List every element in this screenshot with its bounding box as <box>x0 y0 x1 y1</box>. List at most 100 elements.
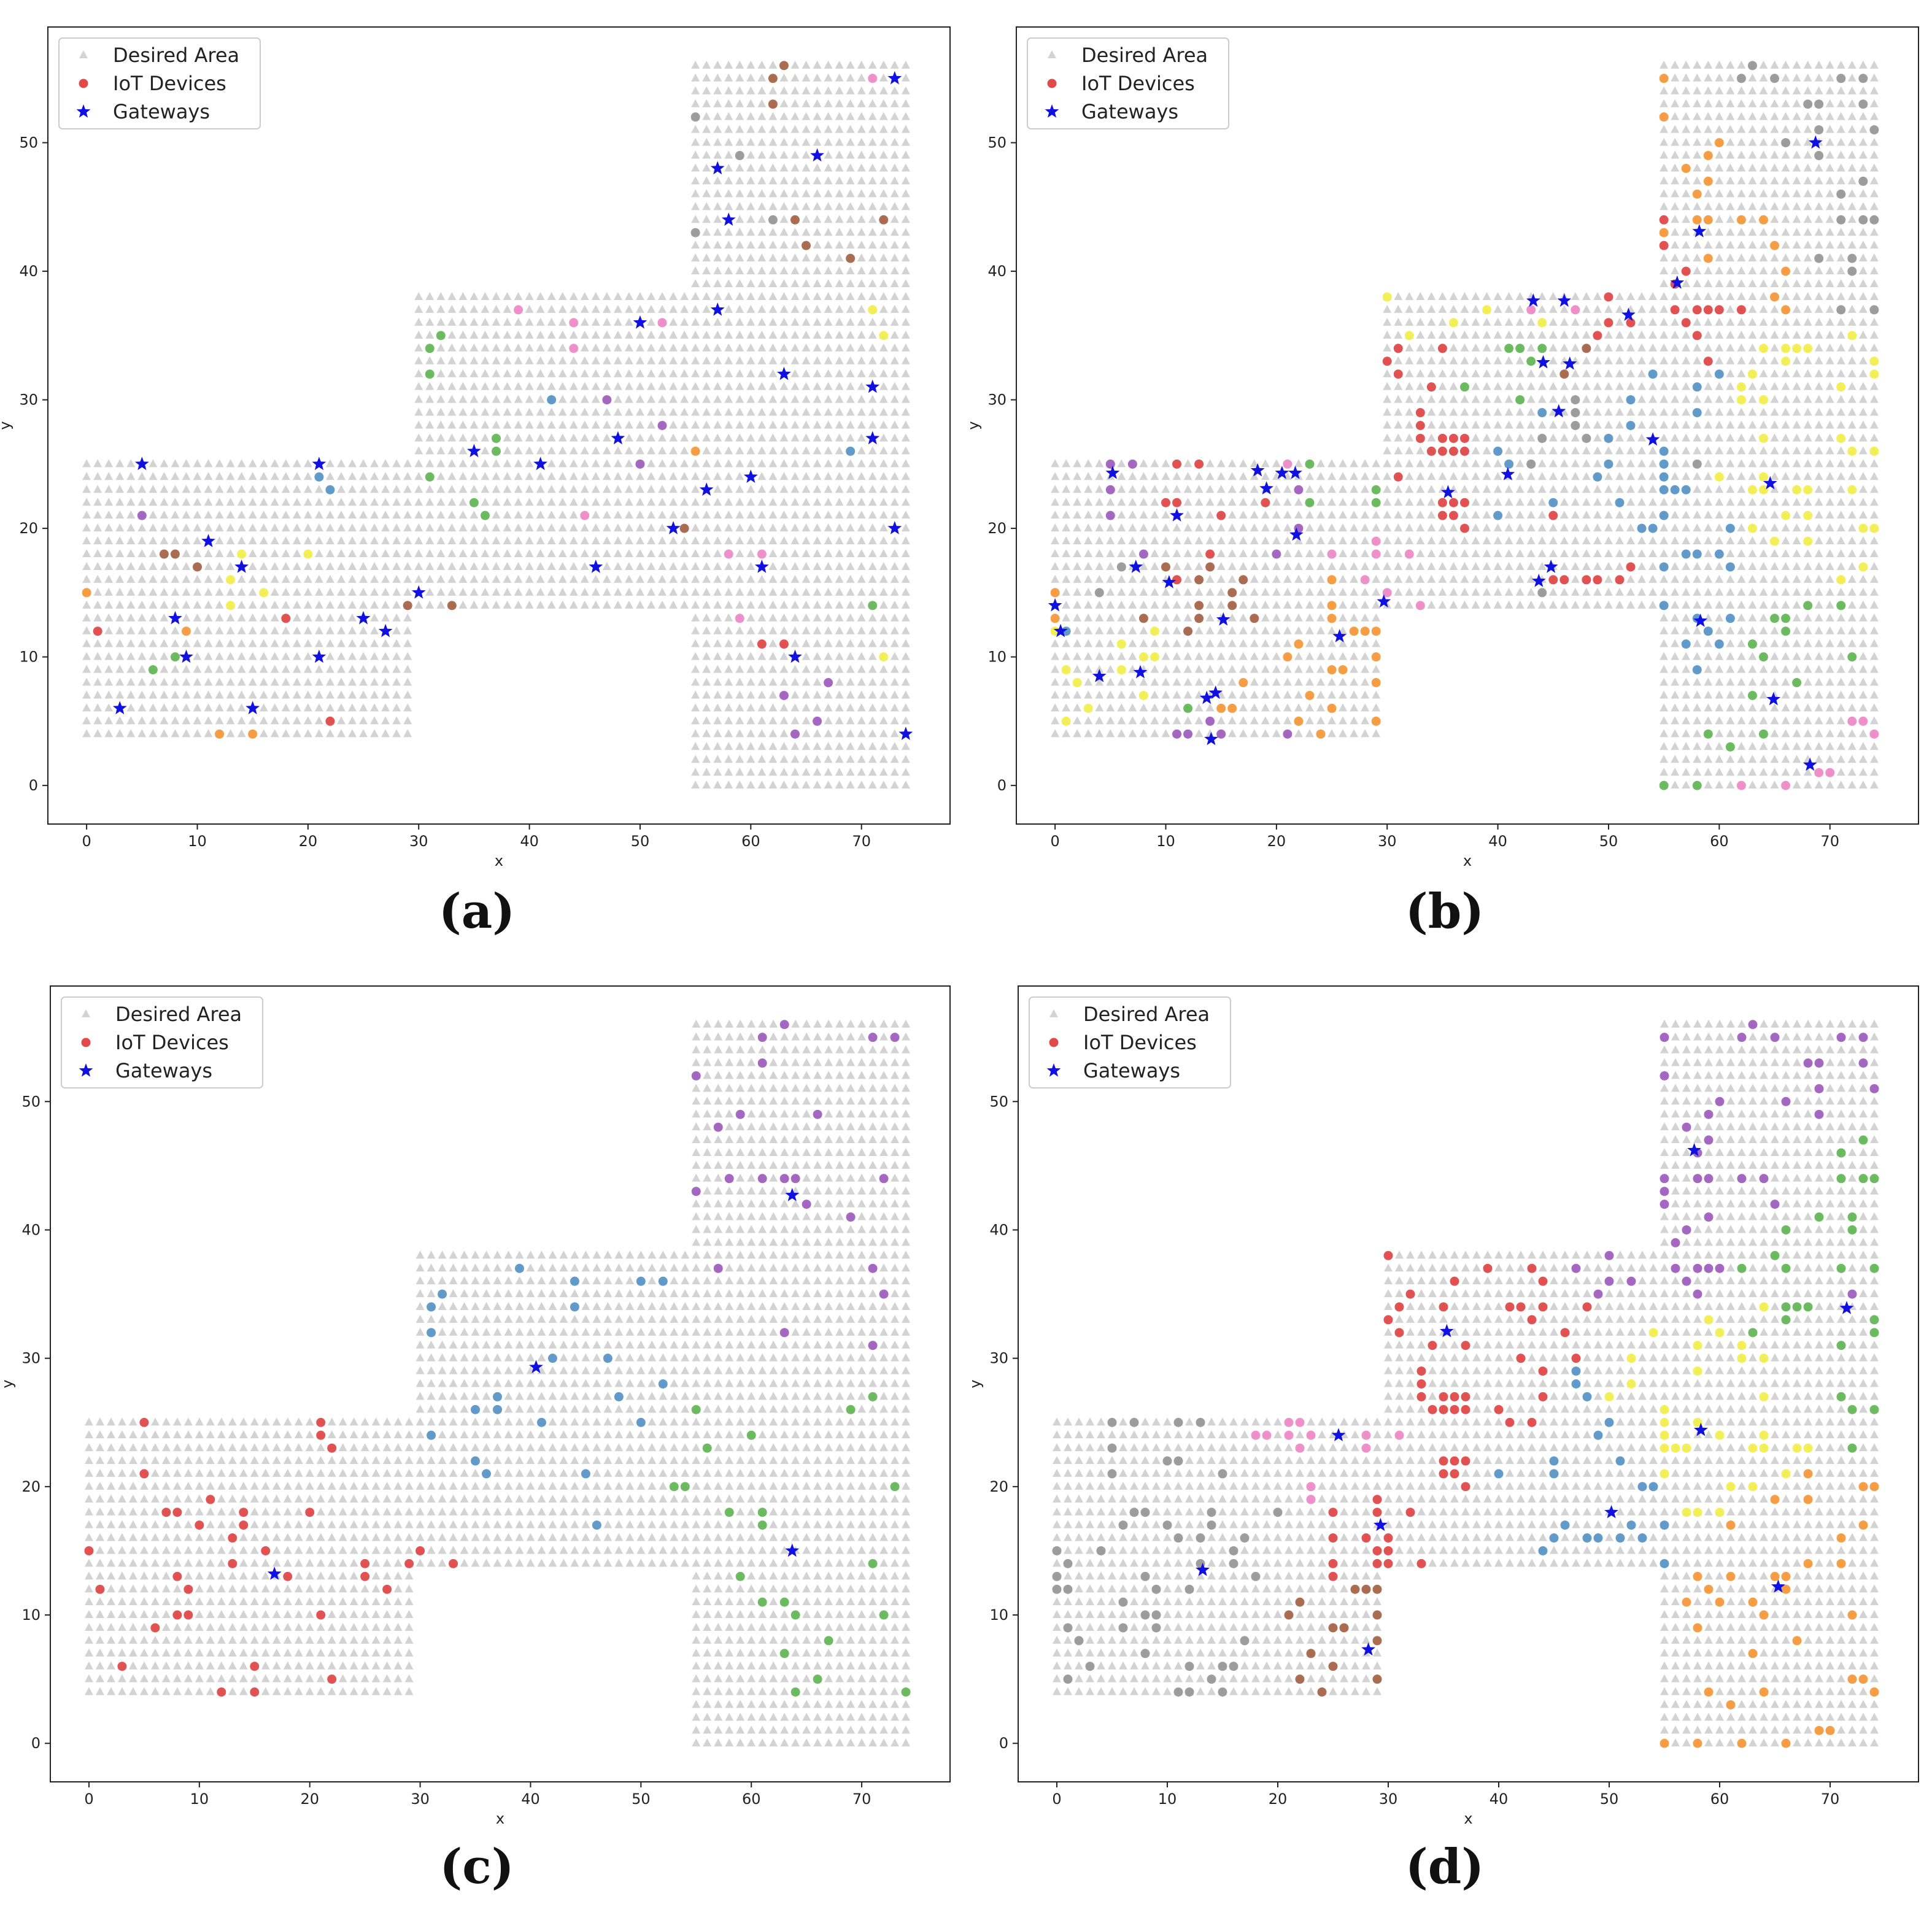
area-point <box>613 485 622 493</box>
area-point <box>281 511 290 519</box>
area-point <box>381 549 390 558</box>
area-point <box>503 472 512 480</box>
area-point <box>392 626 401 634</box>
area-point <box>580 561 589 570</box>
area-point <box>93 459 102 468</box>
area-point <box>303 523 312 532</box>
area-point <box>469 485 479 493</box>
area-point <box>93 677 102 686</box>
area-point <box>569 523 578 532</box>
area-point <box>469 511 479 519</box>
area-point <box>436 511 446 519</box>
area-point <box>658 523 667 532</box>
area-point <box>259 523 268 532</box>
area-point <box>314 703 323 712</box>
area-point <box>82 613 91 622</box>
area-point <box>115 472 125 480</box>
area-point <box>536 523 545 532</box>
area-point <box>635 561 644 570</box>
area-point <box>292 665 301 673</box>
area-point <box>325 703 334 712</box>
area-point <box>602 446 611 455</box>
area-point <box>126 549 136 558</box>
area-point <box>569 561 578 570</box>
area-point <box>237 485 246 493</box>
area-point <box>259 652 268 660</box>
area-point <box>215 626 224 634</box>
area-point <box>647 561 656 570</box>
area-point <box>436 574 446 583</box>
area-point <box>149 639 158 647</box>
area-point <box>680 498 689 506</box>
area-point <box>481 395 490 403</box>
area-point <box>635 536 644 545</box>
area-point <box>193 665 202 673</box>
area-point <box>126 485 136 493</box>
area-point <box>259 613 268 622</box>
area-point <box>514 459 523 468</box>
area-point <box>669 317 678 326</box>
y-tick-label: 10 <box>19 649 38 666</box>
area-point <box>336 626 346 634</box>
area-point <box>580 446 589 455</box>
area-point <box>137 485 147 493</box>
area-point <box>458 561 468 570</box>
area-point <box>447 472 457 480</box>
area-point <box>82 677 91 686</box>
area-point <box>503 369 512 377</box>
area-point <box>259 561 268 570</box>
iot-device-point <box>226 575 236 585</box>
area-point <box>669 574 678 583</box>
area-point <box>160 652 169 660</box>
area-point <box>182 716 191 725</box>
area-point <box>580 382 589 390</box>
area-point <box>514 561 523 570</box>
area-point <box>492 485 501 493</box>
area-point <box>669 472 678 480</box>
area-point <box>492 395 501 403</box>
area-point <box>447 356 457 364</box>
iot-device-point <box>1050 588 1060 598</box>
area-point <box>558 317 567 326</box>
area-point <box>82 690 91 699</box>
area-point <box>115 639 125 647</box>
area-point <box>137 523 147 532</box>
area-point <box>237 626 246 634</box>
area-point <box>514 549 523 558</box>
area-point <box>182 703 191 712</box>
area-point <box>259 626 268 634</box>
area-point <box>624 446 633 455</box>
area-point <box>680 330 689 339</box>
area-point <box>237 523 246 532</box>
area-point <box>602 472 611 480</box>
iot-device-point <box>181 626 191 636</box>
area-point <box>458 382 468 390</box>
area-point <box>469 330 479 339</box>
area-point <box>193 472 202 480</box>
area-point <box>492 549 501 558</box>
area-point <box>669 536 678 545</box>
area-point <box>469 369 479 377</box>
area-point <box>104 574 114 583</box>
area-point <box>381 729 390 738</box>
area-point <box>204 511 213 519</box>
area-point <box>658 561 667 570</box>
area-point <box>359 459 368 468</box>
area-point <box>204 613 213 622</box>
area-point <box>104 561 114 570</box>
area-point <box>182 587 191 596</box>
area-point <box>270 574 279 583</box>
area-point <box>93 690 102 699</box>
area-point <box>680 446 689 455</box>
area-point <box>624 511 633 519</box>
area-point <box>149 459 158 468</box>
area-point <box>669 561 678 570</box>
area-point <box>414 395 423 403</box>
area-point <box>93 652 102 660</box>
area-point <box>359 600 368 609</box>
area-point <box>171 511 180 519</box>
area-point <box>281 561 290 570</box>
area-point <box>591 407 600 416</box>
area-point <box>624 369 633 377</box>
area-point <box>336 639 346 647</box>
